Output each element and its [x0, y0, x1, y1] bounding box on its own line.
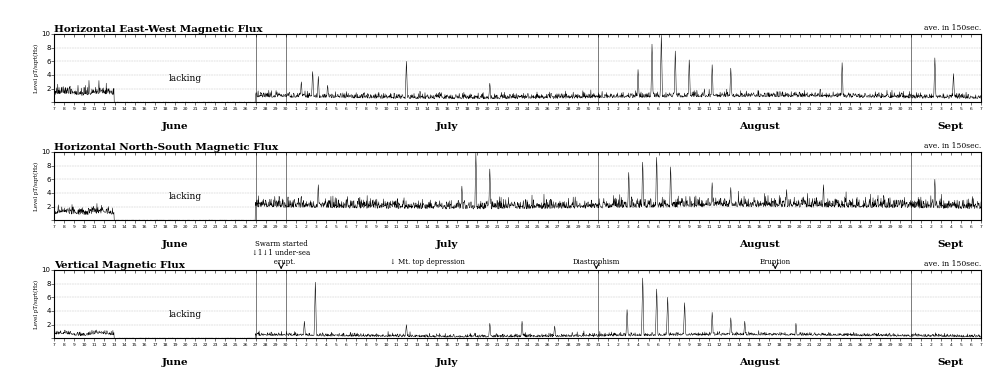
Text: ave. in 150sec.: ave. in 150sec. — [924, 142, 981, 150]
Text: Sept: Sept — [938, 240, 964, 249]
Text: Horizontal East-West Magnetic Flux: Horizontal East-West Magnetic Flux — [54, 25, 262, 34]
Y-axis label: Level pT/sqrt(Hz): Level pT/sqrt(Hz) — [33, 44, 38, 93]
Text: Swarm started
↓1↓1 under-sea
   erupt.: Swarm started ↓1↓1 under-sea erupt. — [252, 240, 311, 266]
Y-axis label: Level pT/sqrt(Hz): Level pT/sqrt(Hz) — [33, 162, 38, 211]
Text: lacking: lacking — [168, 192, 202, 201]
Text: ave. in 150sec.: ave. in 150sec. — [924, 24, 981, 32]
Text: August: August — [739, 358, 780, 367]
Text: July: July — [435, 240, 458, 249]
Text: Horizontal North-South Magnetic Flux: Horizontal North-South Magnetic Flux — [54, 143, 278, 152]
Text: August: August — [739, 122, 780, 130]
Text: July: July — [435, 358, 458, 367]
Text: lacking: lacking — [168, 74, 202, 83]
Text: Diastrophism: Diastrophism — [573, 258, 620, 266]
Text: August: August — [739, 240, 780, 249]
Y-axis label: Level pT/sqrt(Hz): Level pT/sqrt(Hz) — [33, 279, 38, 329]
Text: Sept: Sept — [938, 122, 964, 130]
Text: June: June — [161, 122, 189, 130]
Text: July: July — [435, 122, 458, 130]
Text: June: June — [161, 358, 189, 367]
Text: Sept: Sept — [938, 358, 964, 367]
Text: lacking: lacking — [168, 310, 202, 319]
Text: Vertical Magnetic Flux: Vertical Magnetic Flux — [54, 261, 185, 270]
Text: June: June — [161, 240, 189, 249]
Text: ave. in 150sec.: ave. in 150sec. — [924, 260, 981, 268]
Text: ↓ Mt. top depression: ↓ Mt. top depression — [389, 258, 465, 266]
Text: Eruption: Eruption — [760, 258, 790, 266]
